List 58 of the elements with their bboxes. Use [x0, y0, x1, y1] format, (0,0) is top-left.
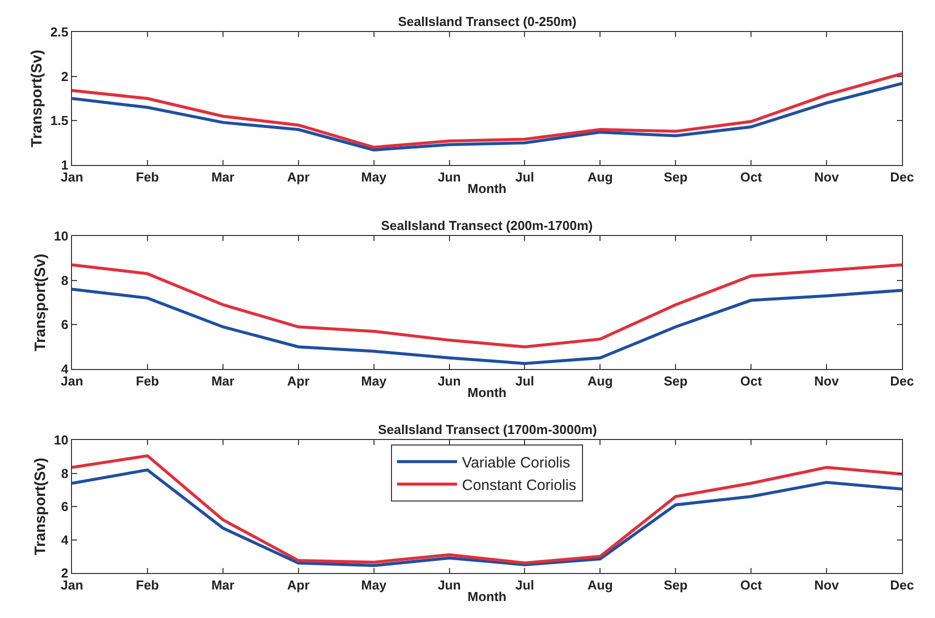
- x-tick-label: Aug: [588, 578, 613, 593]
- y-tick-label: 1.5: [50, 113, 68, 128]
- x-tick-label: Aug: [588, 170, 613, 185]
- x-tick-label: Jun: [438, 170, 461, 185]
- y-tick-label: 10: [54, 228, 68, 244]
- x-tick-label: Feb: [136, 170, 160, 185]
- x-tick-label: Feb: [136, 374, 160, 389]
- y-tick-label: 6: [61, 499, 68, 514]
- x-tick-label: Mar: [211, 578, 234, 593]
- chart-title: SealIsland Transect (0-250m): [398, 14, 576, 29]
- y-tick-label: 8: [61, 272, 68, 288]
- x-tick-label: Nov: [814, 578, 840, 593]
- x-tick-label: Oct: [740, 374, 763, 389]
- x-axis-title: Month: [468, 181, 507, 196]
- y-axis-title: Transport(Sv): [32, 254, 50, 352]
- y-tick-label: 2: [61, 68, 68, 84]
- x-tick-label: Dec: [890, 374, 914, 389]
- x-tick-label: Nov: [814, 374, 840, 389]
- x-tick-label: Jul: [515, 374, 534, 389]
- chart-title: SealIsland Transect (1700m-3000m): [378, 422, 597, 437]
- x-tick-label: Apr: [287, 374, 310, 389]
- x-tick-label: May: [361, 374, 388, 389]
- legend-label: Variable Coriolis: [462, 454, 570, 472]
- x-tick-label: Mar: [211, 374, 234, 389]
- x-tick-label: Jul: [515, 578, 534, 593]
- x-tick-label: Oct: [740, 578, 763, 593]
- x-tick-label: Sep: [664, 170, 688, 185]
- chart-title: SealIsland Transect (200m-1700m): [381, 218, 593, 233]
- x-tick-label: Sep: [664, 374, 688, 389]
- line-series: [72, 263, 902, 348]
- y-axis-title: Transport(Sv): [32, 458, 50, 556]
- x-tick-label: Feb: [136, 578, 160, 593]
- y-tick-label: 4: [61, 532, 70, 548]
- x-tick-label: May: [361, 578, 388, 593]
- x-tick-label: May: [361, 170, 388, 185]
- x-tick-label: Aug: [588, 374, 613, 389]
- legend-label: Constant Coriolis: [462, 476, 576, 494]
- y-tick-label: 2.5: [50, 24, 68, 40]
- y-axis-title: Transport(Sv): [28, 50, 46, 148]
- x-tick-label: Jul: [515, 170, 534, 185]
- x-axis-title: Month: [468, 589, 507, 604]
- y-tick-label: 8: [61, 466, 68, 481]
- x-tick-label: Sep: [664, 578, 688, 593]
- line-series: [72, 72, 902, 149]
- y-tick-label: 10: [54, 432, 68, 448]
- x-tick-label: Apr: [287, 578, 310, 593]
- x-tick-label: Dec: [890, 170, 914, 185]
- line-series: [72, 288, 902, 365]
- x-tick-label: Oct: [740, 170, 763, 185]
- x-axis-title: Month: [468, 385, 507, 400]
- x-tick-label: Jun: [438, 374, 461, 389]
- y-tick-label: 6: [61, 317, 68, 332]
- line-series: [72, 82, 902, 152]
- x-tick-label: Dec: [890, 578, 914, 593]
- x-tick-label: Mar: [211, 170, 234, 185]
- x-tick-label: Nov: [814, 170, 840, 185]
- x-tick-label: Jun: [438, 578, 461, 593]
- x-tick-label: Apr: [287, 170, 310, 185]
